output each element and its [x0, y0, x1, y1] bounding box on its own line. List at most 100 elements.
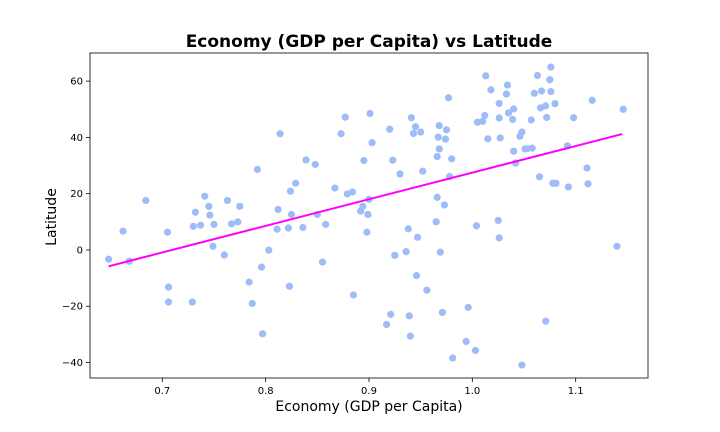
data-point — [322, 220, 330, 228]
data-point — [287, 210, 296, 219]
data-point — [435, 121, 443, 130]
data-point — [201, 192, 209, 200]
data-point — [257, 263, 266, 271]
data-point — [234, 218, 242, 226]
data-point — [164, 283, 173, 291]
data-point — [438, 308, 446, 317]
data-point — [337, 130, 345, 138]
chart-title: Economy (GDP per Capita) vs Latitude — [186, 32, 553, 52]
data-point — [210, 220, 218, 228]
data-point — [442, 126, 451, 134]
regression-layer — [108, 133, 623, 268]
x-tick-label: 1.0 — [464, 386, 480, 397]
data-point — [472, 222, 481, 230]
data-point — [265, 246, 273, 254]
data-point — [284, 224, 292, 232]
x-tick-label: 0.9 — [361, 386, 377, 397]
data-point — [518, 361, 526, 369]
data-point — [349, 291, 358, 299]
data-point — [495, 234, 503, 242]
data-point — [413, 233, 422, 241]
data-point — [409, 129, 418, 138]
y-tick-label: −40 — [62, 358, 83, 369]
data-point — [518, 128, 526, 136]
data-point — [551, 100, 559, 108]
data-point — [411, 123, 420, 131]
y-tick-label: −20 — [62, 302, 83, 313]
data-point — [547, 63, 555, 71]
data-point — [432, 218, 440, 226]
data-point — [164, 298, 173, 306]
data-point — [276, 130, 284, 138]
data-point — [286, 187, 295, 195]
x-axis: 0.7 0.8 0.9 1.0 1.1 — [154, 378, 584, 397]
data-point — [248, 299, 256, 308]
data-point — [366, 109, 374, 118]
data-point — [503, 81, 512, 89]
y-tick-label: 40 — [70, 133, 83, 144]
data-point — [546, 76, 554, 84]
data-point — [533, 71, 542, 80]
x-tick-label: 0.7 — [154, 386, 170, 397]
data-point — [449, 354, 457, 362]
data-point — [196, 221, 205, 229]
data-point — [487, 86, 495, 94]
data-point — [348, 188, 357, 196]
data-point — [363, 228, 371, 236]
data-point — [444, 94, 453, 102]
data-point — [510, 147, 518, 155]
y-tick-label: 0 — [77, 245, 83, 256]
data-point — [494, 216, 502, 225]
data-point — [220, 251, 228, 259]
data-point — [206, 211, 214, 219]
data-point — [405, 312, 413, 320]
data-point — [535, 173, 544, 181]
data-point — [273, 225, 281, 233]
data-point — [227, 220, 236, 228]
data-point — [258, 330, 267, 338]
data-point — [417, 128, 425, 136]
data-point — [404, 225, 412, 233]
y-tick-label: 60 — [70, 77, 83, 88]
data-point — [481, 111, 489, 120]
data-point — [359, 202, 367, 210]
data-point — [285, 282, 294, 290]
data-point — [163, 228, 172, 236]
data-point — [188, 298, 196, 306]
data-point — [482, 72, 490, 80]
data-point — [302, 156, 310, 164]
data-point — [387, 310, 395, 319]
data-point — [105, 255, 113, 263]
data-point — [471, 346, 480, 355]
y-tick-label: 20 — [70, 189, 83, 200]
x-axis-label: Economy (GDP per Capita) — [275, 399, 462, 415]
data-point — [502, 90, 511, 98]
data-point — [245, 278, 253, 286]
data-point — [364, 210, 372, 219]
data-point — [496, 134, 504, 142]
data-point — [434, 133, 442, 141]
data-point — [402, 248, 410, 256]
regression-line — [108, 133, 623, 268]
data-point — [588, 96, 596, 104]
data-point — [423, 286, 431, 294]
data-point — [528, 144, 536, 152]
data-point — [274, 205, 282, 214]
data-point — [583, 164, 591, 172]
data-point — [223, 196, 232, 205]
data-point — [386, 125, 394, 133]
data-point — [542, 102, 550, 110]
data-point — [318, 258, 327, 266]
data-point — [510, 105, 518, 113]
data-point — [412, 271, 421, 280]
data-point — [407, 114, 415, 122]
data-point — [406, 332, 414, 340]
data-point — [462, 337, 470, 346]
data-point — [253, 165, 261, 174]
data-point — [441, 135, 450, 143]
data-point — [419, 167, 427, 175]
data-point — [613, 242, 621, 250]
y-axis: −40 −20 0 20 40 60 — [62, 77, 90, 369]
data-point — [360, 156, 368, 165]
